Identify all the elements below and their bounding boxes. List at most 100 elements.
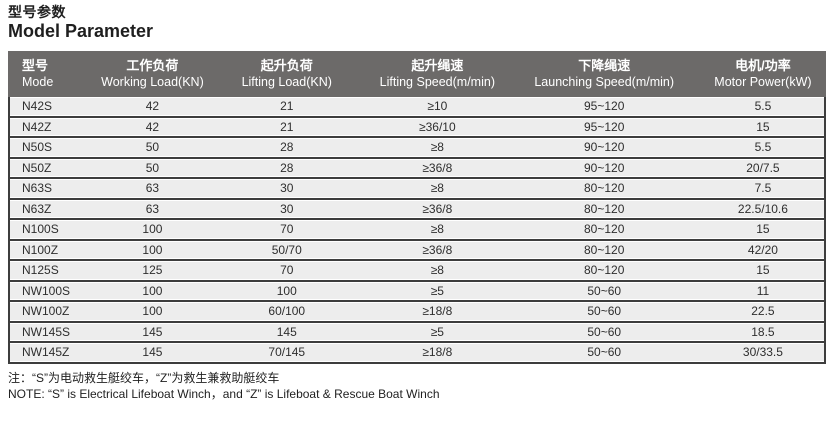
- column-header-en: Working Load(KN): [101, 75, 204, 89]
- table-cell: 15: [756, 222, 770, 236]
- table-cell: 22.5/10.6: [737, 201, 788, 216]
- column-header: 型号 Mode: [10, 51, 100, 97]
- column-header-zh: 工作负荷: [126, 58, 179, 73]
- column-header-zh: 起升绳速: [411, 58, 464, 73]
- table-cell: 80~120: [584, 242, 625, 257]
- column-header: 起升负荷 Lifting Load(KN): [205, 51, 368, 97]
- table-cell: 5.5: [754, 140, 772, 154]
- table-row: N50S 50 28 ≥8 90~120 5.5: [10, 138, 824, 159]
- column-header-en: Lifting Load(KN): [241, 75, 332, 89]
- table-row: NW100S 100 100 ≥5 50~60 11: [10, 281, 824, 302]
- table-row: N100Z 100 50/70 ≥36/8 80~120 42/20: [10, 240, 824, 261]
- table-cell: 63: [145, 181, 160, 195]
- table-header: 型号 Mode 工作负荷 Working Load(KN) 起升负荷 Lifting Lo…: [8, 51, 826, 97]
- table-row: N42S 42 21 ≥10 95~120 5.5: [10, 97, 824, 118]
- table-cell: 50~60: [587, 283, 622, 298]
- table-cell: 90~120: [584, 160, 625, 175]
- table-cell: ≥8: [430, 140, 444, 154]
- column-header: 电机/功率 Motor Power(kW): [702, 51, 824, 97]
- table-cell: 30/33.5: [742, 345, 783, 359]
- column-header-zh: 型号: [22, 58, 49, 73]
- table-cell: 5.5: [754, 99, 772, 113]
- table-cell: ≥8: [430, 222, 444, 236]
- table-cell: 20/7.5: [746, 160, 780, 175]
- table-cell: 30: [280, 201, 294, 216]
- table-cell: 70/145: [268, 345, 306, 359]
- table-body: N42S 42 21 ≥10 95~120 5.5 N42Z 42 21 ≥36/10 95~120…: [10, 97, 824, 364]
- table-cell: 22.5: [751, 304, 775, 318]
- table-cell: 100: [142, 222, 163, 236]
- table-cell: 28: [280, 140, 294, 154]
- model-cell: N42Z: [22, 119, 52, 134]
- table-cell: 18.5: [751, 324, 775, 339]
- table-cell: 125: [142, 263, 163, 277]
- table-cell: 100: [142, 304, 163, 318]
- table-cell: 70: [280, 222, 294, 236]
- table-cell: ≥36/10: [419, 119, 456, 134]
- table-cell: 145: [142, 324, 163, 339]
- table-cell: 50~60: [587, 304, 622, 318]
- model-cell: NW145S: [22, 324, 71, 339]
- table-cell: ≥18/8: [422, 304, 453, 318]
- table-row: N125S 125 70 ≥8 80~120 15: [10, 261, 824, 282]
- table-cell: 28: [280, 160, 294, 175]
- table-cell: ≥10: [427, 99, 448, 113]
- model-cell: N100Z: [22, 242, 59, 257]
- table-cell: 100: [142, 283, 163, 298]
- note-en: NOTE: “S” is Electrical Lifeboat Winch，a…: [8, 387, 440, 401]
- column-header-zh: 起升负荷: [260, 58, 313, 73]
- table-cell: 50~60: [587, 345, 622, 359]
- column-header-zh: 电机/功率: [735, 58, 791, 73]
- table-row: N100S 100 70 ≥8 80~120 15: [10, 220, 824, 241]
- page-title-en: Model Parameter: [8, 21, 154, 41]
- table-cell: ≥36/8: [422, 242, 453, 257]
- table-row: N63Z 63 30 ≥36/8 80~120 22.5/10.6: [10, 199, 824, 220]
- table-row: N63S 63 30 ≥8 80~120 7.5: [10, 179, 824, 200]
- table-cell: 11: [756, 283, 770, 298]
- table-cell: 42: [145, 119, 160, 134]
- table-cell: 50: [145, 140, 160, 154]
- table-cell: 145: [276, 324, 297, 339]
- table-cell: 95~120: [584, 119, 625, 134]
- column-header-zh: 下降绳速: [578, 58, 631, 73]
- table-cell: 100: [142, 242, 163, 257]
- column-header-en: Launching Speed(m/min): [534, 75, 675, 89]
- page-title-zh: 型号参数: [8, 4, 66, 20]
- column-header-en: Lifting Speed(m/min): [379, 75, 495, 89]
- table-cell: 42/20: [747, 242, 778, 257]
- table-cell: 60/100: [268, 304, 306, 318]
- table-cell: ≥36/8: [422, 201, 453, 216]
- model-cell: N125S: [22, 263, 59, 277]
- table-cell: 100: [276, 283, 297, 298]
- model-cell: N42S: [22, 99, 53, 113]
- table-cell: 21: [280, 99, 294, 113]
- model-cell: N63Z: [22, 201, 52, 216]
- table-cell: 50~60: [587, 324, 622, 339]
- model-cell: N100S: [22, 222, 59, 236]
- table-cell: 15: [756, 119, 770, 134]
- table-cell: ≥5: [430, 324, 444, 339]
- table-cell: 50: [145, 160, 160, 175]
- column-header-en: Mode: [22, 75, 54, 89]
- table-cell: 63: [145, 201, 160, 216]
- table-row: NW145S 145 145 ≥5 50~60 18.5: [10, 322, 824, 343]
- table-cell: 80~120: [584, 263, 625, 277]
- note-zh: 注：“S”为电动救生艇绞车，“Z”为救生兼救助艇绞车: [8, 370, 280, 385]
- table-cell: 42: [145, 99, 160, 113]
- table-cell: ≥8: [430, 263, 444, 277]
- table-cell: 90~120: [584, 140, 625, 154]
- page: 型号参数 Model Parameter 型号 Mode 工作负荷 Working L…: [8, 4, 826, 403]
- table-cell: 80~120: [584, 201, 625, 216]
- table-cell: 145: [142, 345, 163, 359]
- table-row: N42Z 42 21 ≥36/10 95~120 15: [10, 117, 824, 138]
- model-cell: NW100Z: [22, 304, 70, 318]
- footnotes: 注：“S”为电动救生艇绞车，“Z”为救生兼救助艇绞车 NOTE: “S” is …: [8, 370, 822, 403]
- model-parameter-table: 型号 Mode 工作负荷 Working Load(KN) 起升负荷 Lifting Lo…: [8, 51, 826, 364]
- table-cell: 21: [280, 119, 294, 134]
- table-cell: 80~120: [584, 181, 625, 195]
- column-header: 工作负荷 Working Load(KN): [100, 51, 206, 97]
- table-cell: 7.5: [754, 181, 772, 195]
- column-header-en: Motor Power(kW): [714, 75, 812, 89]
- table-cell: 50/70: [271, 242, 302, 257]
- table-row: NW100Z 100 60/100 ≥18/8 50~60 22.5: [10, 302, 824, 323]
